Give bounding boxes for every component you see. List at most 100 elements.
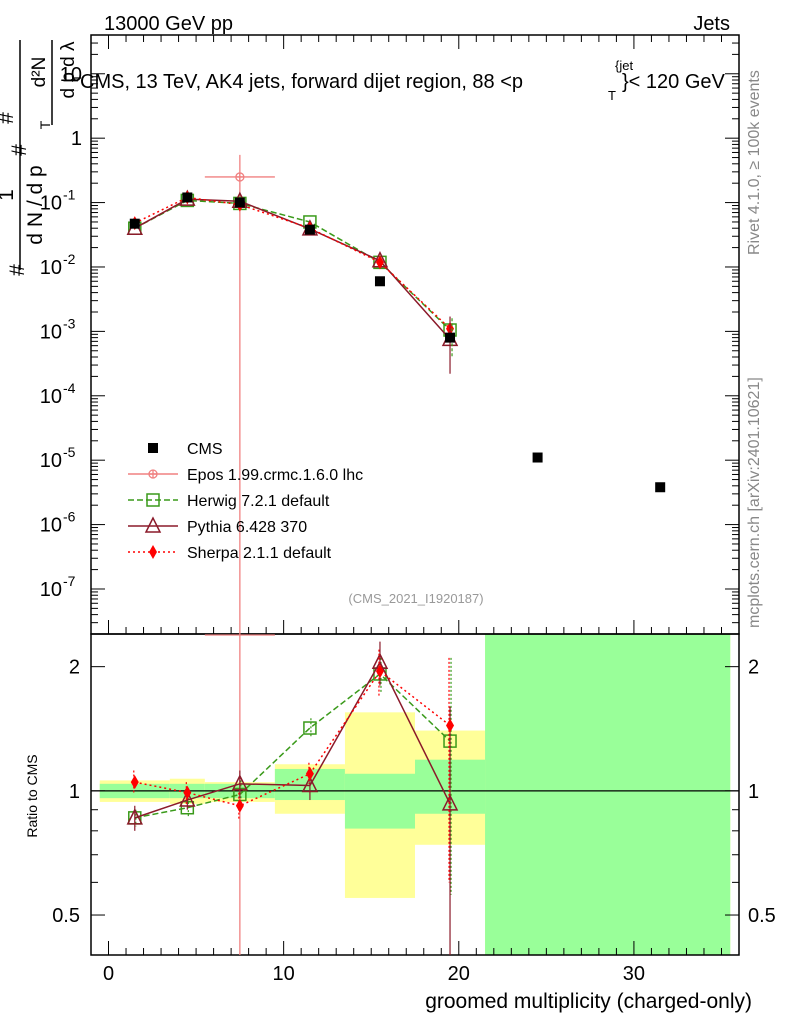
- ratio-point-pythia: [441, 794, 459, 811]
- main-y-tick-label: 1: [71, 128, 82, 150]
- main-y-tick-base: 10: [40, 450, 62, 472]
- main-y-tick-label: 10: [60, 64, 82, 86]
- main-y-tick-base: 10: [40, 193, 62, 215]
- legend-marker-herwig: [146, 493, 160, 507]
- main-y-tick-exp: -3: [63, 315, 76, 331]
- legend-marker-sherpa: [149, 545, 157, 559]
- cms-point: [234, 197, 245, 208]
- cms-point: [182, 192, 193, 203]
- ratio-series-sherpa: [130, 649, 455, 883]
- cms-point: [655, 482, 666, 493]
- plot-title-sub: T: [608, 88, 616, 103]
- ratio-line-pythia: [134, 660, 451, 819]
- ratio-y-tick-label-right: 2: [748, 657, 759, 679]
- plot-title-main: CMS, 13 TeV, AK4 jets, forward dijet reg…: [80, 71, 523, 93]
- svg-text:d N / d p: d N / d p: [24, 165, 47, 244]
- ratio-point-pythia: [231, 774, 249, 791]
- main-panel-series: [126, 154, 666, 634]
- main-line-pythia: [134, 198, 451, 340]
- legend-item-cms: CMS: [148, 441, 223, 458]
- main-y-tick-base: 10: [60, 64, 82, 86]
- svg-text:d²N: d²N: [29, 57, 50, 88]
- header-left: 13000 GeV pp: [104, 13, 233, 35]
- main-y-tick-label: 10 -5: [40, 444, 76, 472]
- ratio-series-pythia: [126, 641, 459, 955]
- ratio-frame: [90, 633, 740, 956]
- ratio-point-pythia: [179, 790, 196, 807]
- x-tick-label: 30: [623, 963, 645, 985]
- legend-item-epos: Epos 1.99.crmc.1.6.0 lhc: [128, 467, 363, 484]
- main-point-sherpa: [375, 255, 384, 270]
- main-y-tick-label: 10 -2: [40, 251, 76, 279]
- ratio-point-sherpa: [130, 775, 139, 790]
- ratio-y-axis-label: Ratio to CMS: [24, 754, 40, 837]
- legend-item-pythia: Pythia 6.428 370: [128, 516, 307, 536]
- ratio-panel-series: [126, 634, 459, 955]
- ratio-point-sherpa: [305, 766, 314, 781]
- main-series-epos: [204, 154, 275, 634]
- legend-marker-cms: [148, 443, 158, 453]
- main-y-tick-base: 10: [40, 386, 62, 408]
- main-y-tick-base: 10: [40, 515, 62, 537]
- analysis-id: (CMS_2021_I1920187): [348, 591, 483, 606]
- main-y-tick-base: 10: [40, 579, 62, 601]
- ratio-point-sherpa: [446, 718, 455, 733]
- plot-title-sup: {jet: [615, 58, 633, 73]
- svg-text:T: T: [37, 120, 53, 129]
- legend: CMS Epos 1.99.crmc.1.6.0 lhc Herwig 7.2.1 …: [128, 441, 363, 562]
- main-y-tick-exp: -5: [63, 444, 76, 460]
- ratio-point-sherpa: [235, 798, 244, 813]
- legend-label-epos: Epos 1.99.crmc.1.6.0 lhc: [187, 467, 363, 484]
- ratio-point-sherpa: [183, 785, 192, 800]
- x-axis-label: groomed multiplicity (charged-only): [425, 990, 752, 1013]
- x-tick-label: 0: [103, 963, 114, 985]
- header-right: Jets: [693, 13, 730, 35]
- main-y-tick-label: 10 -7: [40, 573, 76, 601]
- axis-ticks: [91, 34, 740, 956]
- legend-item-herwig: Herwig 7.2.1 default: [128, 493, 330, 510]
- ratio-y-tick-label-right: 1: [748, 781, 759, 803]
- main-y-tick-label: 10 -4: [40, 380, 76, 408]
- svg-text:#: #: [6, 264, 29, 276]
- main-y-tick-base: 10: [40, 321, 62, 343]
- ratio-y-tick-label: 2: [69, 657, 80, 679]
- legend-label-herwig: Herwig 7.2.1 default: [187, 493, 330, 510]
- cms-point: [445, 332, 456, 343]
- main-y-tick-exp: -7: [63, 573, 76, 589]
- ratio-line-sherpa: [134, 670, 451, 807]
- legend-marker-pythia: [144, 516, 162, 533]
- main-y-axis-label: # 1 d N / d p T # # d²N d p d λ T: [0, 40, 84, 276]
- svg-text:1: 1: [0, 189, 18, 201]
- legend-label-pythia: Pythia 6.428 370: [187, 519, 307, 536]
- ratio-point-pythia: [301, 775, 319, 793]
- svg-text:T: T: [69, 74, 84, 82]
- cms-point: [304, 224, 315, 235]
- band-inner-6: [485, 634, 731, 955]
- main-y-tick-exp: -1: [63, 187, 76, 203]
- main-point-epos: [235, 172, 245, 182]
- main-y-tick-base: 10: [40, 257, 62, 279]
- main-series-herwig: [128, 193, 457, 337]
- main-series-sherpa: [130, 190, 455, 336]
- band-inner-4: [344, 773, 415, 829]
- svg-text:d p d λ: d p d λ: [58, 41, 79, 99]
- ratio-y-tick-label: 0.5: [52, 905, 80, 927]
- ratio-point-sherpa: [375, 664, 384, 679]
- main-last-bin-errors: [449, 316, 453, 374]
- plot-title: CMS, 13 TeV, AK4 jets, forward dijet reg…: [80, 58, 726, 103]
- main-y-tick-label: 10 -3: [40, 315, 76, 343]
- rivet-label: Rivet 4.1.0, ≥ 100k events: [746, 70, 763, 255]
- legend-label-sherpa: Sherpa 2.1.1 default: [187, 545, 332, 562]
- legend-marker-epos: [148, 469, 158, 479]
- cms-point: [129, 218, 140, 229]
- ratio-y-tick-label-right: 0.5: [748, 905, 776, 927]
- mcplots-label: mcplots.cern.ch [arXiv:2401.10621]: [746, 377, 763, 628]
- x-tick-label: 10: [273, 963, 295, 985]
- main-y-tick-label: 10 -6: [40, 509, 76, 537]
- main-series-cms: [129, 192, 666, 493]
- cms-point: [374, 276, 385, 287]
- svg-text:#: #: [0, 112, 18, 124]
- main-y-tick-exp: -2: [63, 251, 76, 267]
- ratio-point-herwig: [303, 721, 317, 735]
